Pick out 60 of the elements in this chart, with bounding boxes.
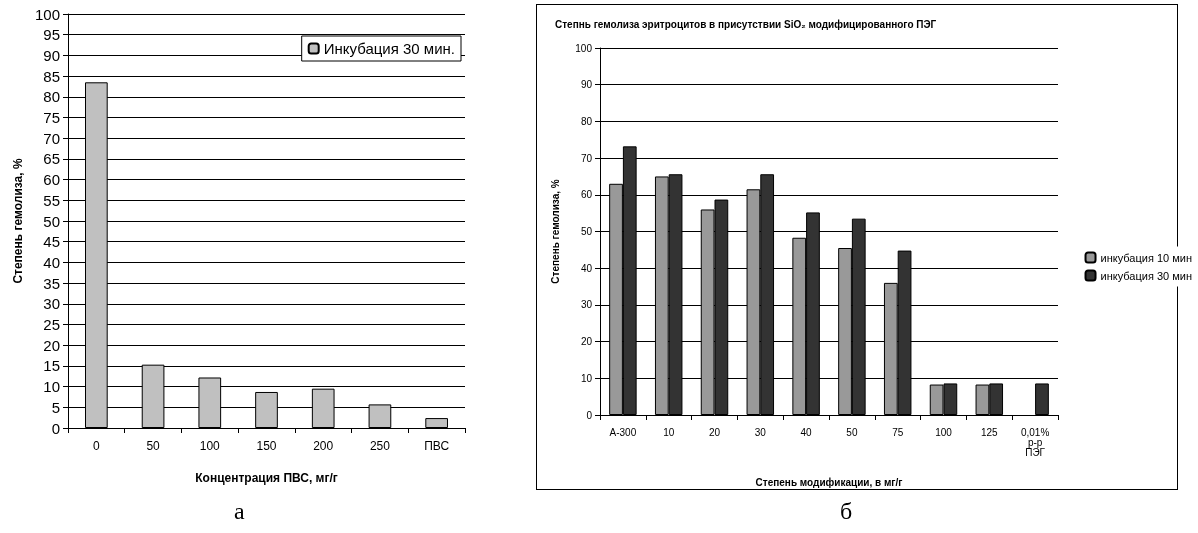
y-tick-label: 85	[43, 67, 60, 85]
legend-label: инкубация 30 мин	[1100, 269, 1193, 282]
y-tick-label: 10	[43, 378, 60, 396]
x-tick-label: 75	[892, 426, 904, 438]
y-tick-label: 70	[43, 129, 60, 147]
y-tick-label: 30	[43, 295, 60, 313]
x-tick-label: ПВС	[424, 439, 450, 453]
x-axis-title: Концентрация ПВС, мг/г	[195, 471, 338, 485]
x-tick-label: 150	[256, 439, 277, 453]
y-tick-label: 60	[43, 171, 60, 189]
x-tick-label: 125	[980, 426, 999, 438]
y-tick-label: 50	[580, 226, 593, 237]
y-tick-label: 50	[43, 212, 60, 230]
x-tick-label: 50	[146, 439, 161, 453]
y-tick-label: 25	[43, 316, 60, 333]
x-tick-label: 30	[754, 426, 767, 438]
y-tick-label: 100	[34, 5, 60, 23]
y-tick-label: 45	[43, 233, 60, 251]
y-tick-label: 20	[580, 336, 593, 348]
x-tick-label: 0	[93, 439, 101, 453]
x-tick-label: 100	[935, 426, 953, 438]
y-tick-label: 15	[43, 357, 60, 375]
y-tick-label: 75	[43, 109, 60, 126]
y-tick-label: 90	[580, 79, 593, 91]
x-tick-label: 0,01% р-р ПЭГ	[1020, 426, 1050, 458]
x-axis-title: Степень модификации, в мг/г	[755, 476, 903, 488]
y-tick-label: 80	[43, 88, 60, 106]
bar	[425, 418, 448, 428]
y-tick-label: 35	[43, 274, 60, 292]
legend-label: инкубация 10 мин	[1100, 251, 1193, 264]
x-tick-label: 40	[800, 426, 813, 438]
y-tick-label: 40	[580, 262, 593, 274]
y-tick-label: 5	[51, 398, 60, 416]
text: а	[234, 498, 245, 524]
x-tick-label: 50	[846, 426, 858, 438]
x-tick-label: 20	[708, 426, 721, 438]
y-axis-title: Степень гемолиза, %	[549, 179, 561, 284]
y-tick-label: 90	[43, 46, 60, 64]
y-tick-label: 70	[580, 152, 593, 164]
y-tick-label: 55	[43, 191, 60, 209]
x-tick-label: 100	[199, 439, 221, 453]
chart-title: Степнь гемолиза эритроцитов в присутствии SiO₂ модифицированного ПЭГ	[555, 18, 937, 30]
bar	[1035, 383, 1049, 415]
y-tick-label: 10	[580, 372, 593, 384]
y-tick-label: 65	[43, 150, 60, 168]
y-tick-label: 30	[580, 299, 593, 311]
y-tick-label: 95	[43, 26, 60, 44]
y-tick-label: 20	[43, 336, 60, 354]
text: б	[840, 498, 853, 524]
y-tick-label: 80	[580, 115, 593, 127]
y-tick-label: 100	[575, 42, 593, 54]
x-tick-label: 200	[313, 439, 334, 453]
y-tick-label: 40	[43, 253, 60, 271]
x-tick-label: А-300	[609, 426, 637, 438]
x-tick-label: 10	[663, 426, 675, 438]
legend-label: Инкубация 30 мин.	[323, 40, 455, 57]
y-tick-label: 0	[586, 409, 593, 421]
y-axis-title: Степень гемолиза, %	[11, 158, 26, 284]
y-tick-label: 60	[580, 189, 593, 201]
x-tick-label: 250	[369, 439, 391, 453]
